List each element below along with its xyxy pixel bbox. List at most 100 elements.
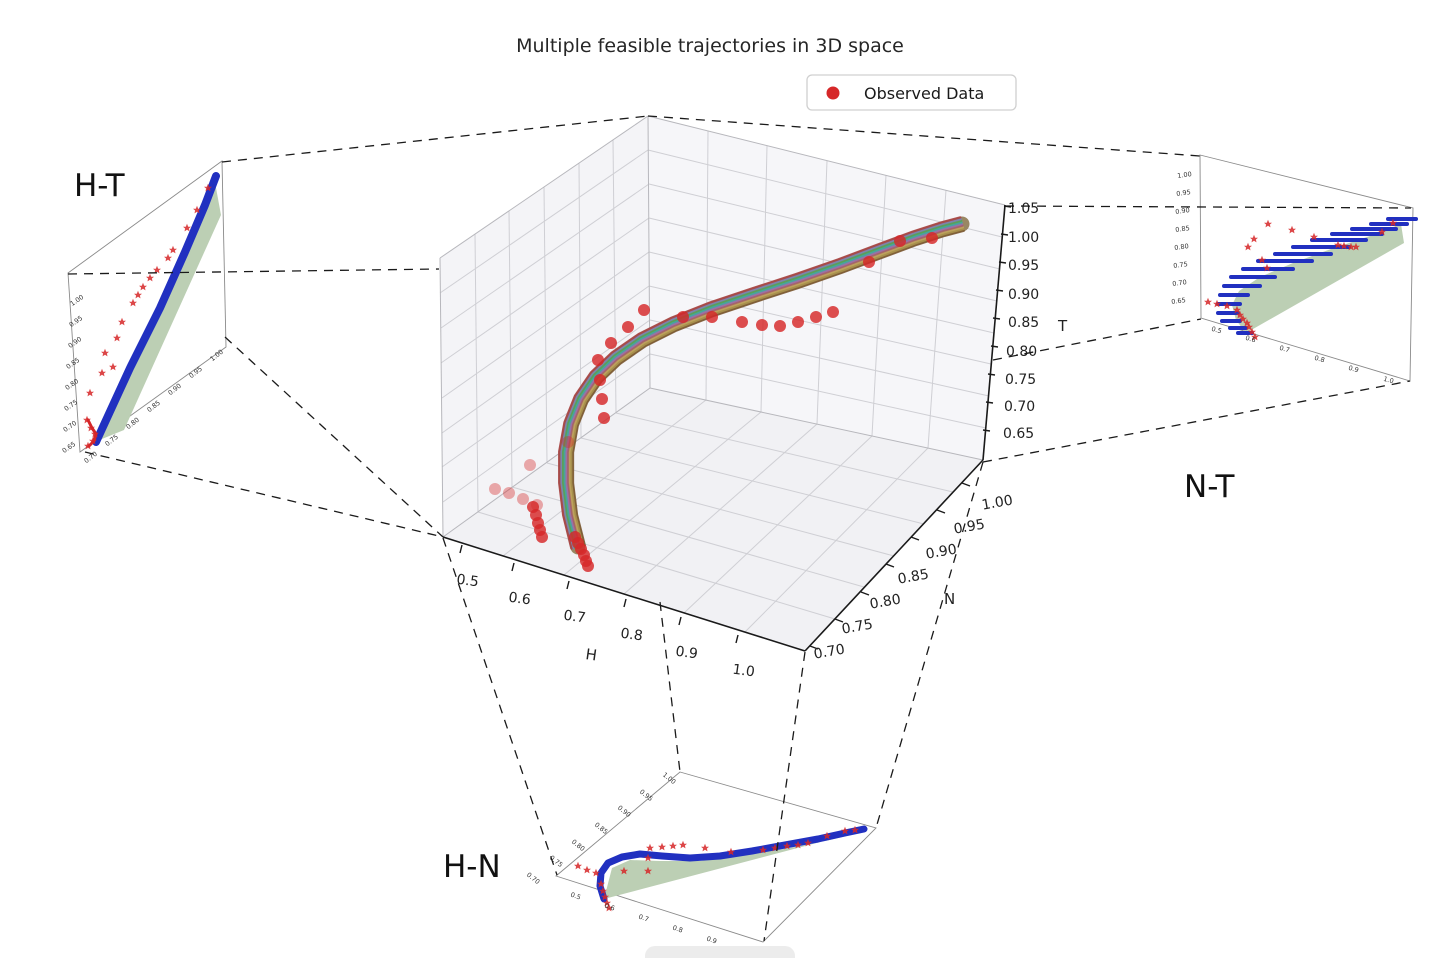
tick-label: 0.65 [1003,426,1034,442]
tick-label: 0.7 [562,608,586,627]
t-axis-spine [982,204,1006,461]
tick-label: 0.75 [548,854,564,869]
tick-mark [982,429,991,432]
tick-label: 0.5 [455,572,479,591]
tick-label: 0.80 [570,838,586,853]
observed-point [638,304,650,316]
axis-spines [442,204,1006,652]
tick-mark [678,616,682,626]
observed-point [706,311,718,323]
tick-label: 0.8 [619,626,643,645]
tick-mark [735,634,739,644]
tick-label: 0.90 [1008,287,1039,303]
tick-label: 1.00 [981,492,1014,513]
connector-nt-mid [992,318,1202,361]
connector-nt-bottom [982,380,1411,463]
tick-mark [987,373,996,376]
axis-tick-marks [459,205,1012,650]
n-axis-tick-labels: 1.00 0.95 0.90 0.85 0.80 0.75 0.70 [813,492,1014,662]
observed-point [605,337,617,349]
tick-label: 0.9 [705,935,717,946]
observed-point [810,311,822,323]
tick-label: 0.5 [1210,325,1222,336]
tick-label: 0.70 [525,871,541,886]
tick-mark [910,536,920,541]
tick-label: 0.5 [569,891,581,902]
nt-projection-band [1216,217,1418,335]
observed-point [596,393,608,405]
tick-label: 0.70 [1172,278,1187,288]
legend-label-observed: Observed Data [864,84,984,103]
tick-label: 0.95 [1176,188,1191,198]
tick-label: 0.7 [1278,344,1290,355]
trajectory-line [561,219,963,549]
tick-mark [998,261,1007,264]
h-axis-tick-labels: 0.5 0.6 0.7 0.8 0.9 1.0 [455,572,755,681]
tick-label: 1.05 [1008,201,1039,217]
connector-hn-left [442,537,558,876]
tick-mark [623,598,627,608]
trajectory-line [564,222,964,549]
tick-mark [860,591,870,596]
tick-label: 0.85 [1008,315,1039,331]
observed-point [677,311,689,323]
connector-ht-right [224,336,444,538]
tick-mark [511,562,515,572]
tick-label: 0.80 [869,591,902,612]
observed-point [536,531,548,543]
tick-label: 0.8 [1313,354,1325,365]
tick-label: 0.8 [671,924,683,935]
observed-point [592,354,604,366]
tick-label: 0.95 [953,516,986,537]
observed-point [598,412,610,424]
hn-feasible-region [604,830,866,899]
h-axis-label: H [584,645,598,664]
back-wall-pane [648,116,1005,460]
trajectory-line [559,217,962,550]
tick-label: 1.0 [731,662,755,681]
tick-mark [995,289,1004,292]
tick-label: 1.0 [1382,375,1394,386]
ht-inset-panel [67,160,227,453]
observed-point [736,316,748,328]
trajectory-line [568,226,965,548]
tick-mark [936,509,946,514]
observed-point [926,232,938,244]
legend-marker-observed [826,86,840,100]
tick-mark [566,580,570,590]
trajectory-line [566,224,964,548]
nt-feasible-region [1232,224,1404,333]
connector-ht-bottom [84,451,444,538]
tick-label: 0.90 [925,541,958,562]
trajectory-line [570,227,965,547]
tick-label: 0.6 [1244,334,1256,345]
tick-label: 0.7 [637,913,649,924]
observed-point [774,320,786,332]
hn-inset-label: H-N [443,849,501,885]
observed-point-faded [562,436,574,448]
observed-point [756,319,768,331]
observed-point [594,374,606,386]
tick-label: 0.70 [813,641,846,662]
observed-point [827,306,839,318]
main-3d-plot: 1.05 1.00 0.95 0.90 0.85 0.80 0.75 0.70 0.65 0.5… [439,115,1068,681]
tick-label: 0.80 [1174,242,1189,252]
bottom-overlay-bar [645,946,795,958]
tick-mark [985,401,994,404]
legend: Observed Data [806,74,1017,111]
trajectory-line [563,221,963,549]
observed-point-faded [524,459,536,471]
observed-point [894,235,906,247]
tick-label: 0.95 [1008,258,1039,274]
ht-inset-label: H-T [74,168,126,204]
tick-mark [834,618,844,623]
observed-point [622,321,634,333]
tick-mark [992,317,1001,320]
connector-hn-midleft [659,601,681,773]
tick-label: 0.75 [1173,260,1188,270]
connector-ht-mid [67,268,440,275]
hn-projection-band [596,825,868,903]
tick-label: 0.65 [61,440,77,455]
trajectory-bundle [558,216,970,555]
tick-label: 0.75 [841,616,874,637]
